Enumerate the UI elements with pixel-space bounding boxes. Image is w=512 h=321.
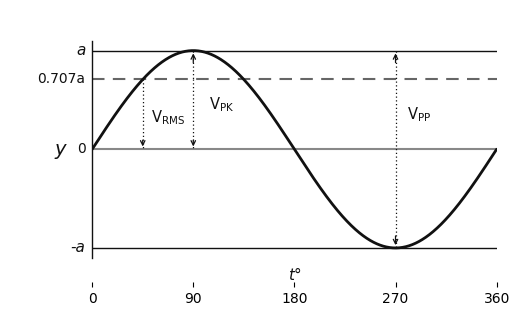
Text: a: a xyxy=(76,43,86,58)
Text: t°: t° xyxy=(288,268,301,283)
Text: $\mathregular{V_{PK}}$: $\mathregular{V_{PK}}$ xyxy=(209,96,234,114)
Text: y: y xyxy=(55,140,67,159)
Text: -a: -a xyxy=(71,240,86,256)
Text: $\mathregular{V_{RMS}}$: $\mathregular{V_{RMS}}$ xyxy=(151,108,185,127)
Text: $\mathregular{V_{PP}}$: $\mathregular{V_{PP}}$ xyxy=(407,105,431,124)
Text: 0: 0 xyxy=(77,142,86,156)
Text: 0.707a: 0.707a xyxy=(37,73,86,86)
